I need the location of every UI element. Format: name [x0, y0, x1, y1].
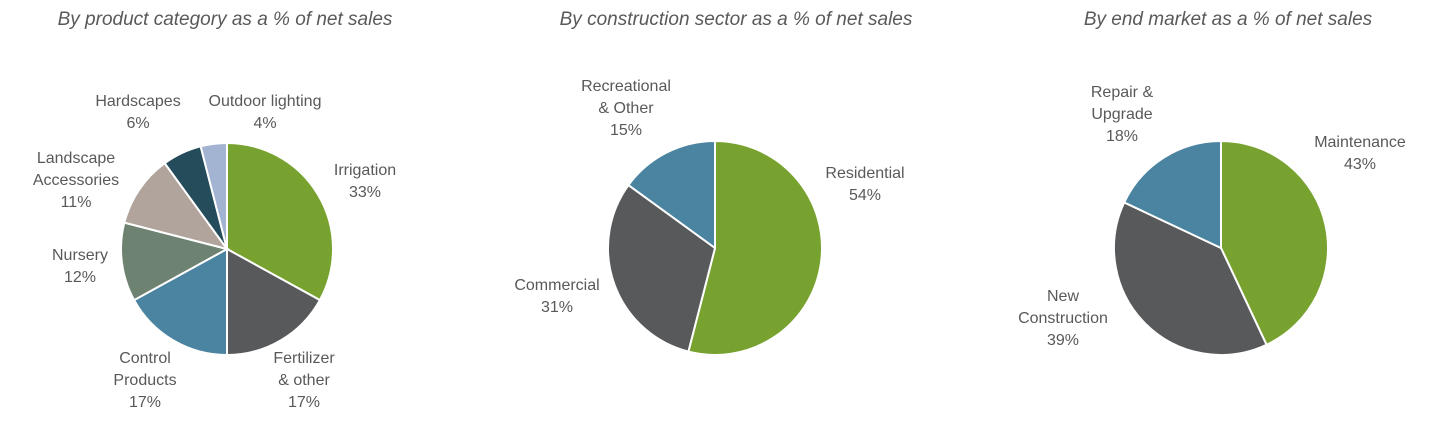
slice-label: Landscape Accessories 11%	[26, 148, 126, 214]
value-label: 54%	[848, 187, 882, 204]
category-label: Irrigation	[333, 162, 397, 179]
pie-slice	[627, 139, 716, 250]
value-label: 33%	[348, 184, 382, 201]
value-label: 39%	[1046, 332, 1080, 349]
pie-slice	[132, 247, 228, 357]
slice-label: Control Products 17%	[100, 348, 190, 414]
category-label: Recreational & Other	[581, 78, 671, 117]
slice-label: Maintenance 43%	[1300, 132, 1420, 176]
category-label: Nursery	[51, 247, 108, 264]
pie-slice	[607, 183, 717, 353]
chart-title: By end market as a % of net sales	[1083, 9, 1373, 30]
pie-slice	[226, 247, 322, 357]
category-label: Control Products	[113, 350, 177, 389]
pie-slice	[1113, 201, 1268, 356]
slice-label: Fertilizer & other 17%	[259, 348, 349, 414]
category-label: New Construction	[1018, 288, 1108, 327]
pie-slice	[199, 141, 228, 250]
slice-label: Irrigation 33%	[305, 160, 425, 204]
slice-label: Residential 54%	[805, 163, 925, 207]
slice-label: Nursery 12%	[35, 245, 125, 289]
category-label: Maintenance	[1314, 134, 1406, 151]
slice-label: Outdoor lighting 4%	[195, 91, 335, 135]
pie-slice	[123, 161, 230, 251]
value-label: 31%	[540, 299, 574, 316]
category-label: Commercial	[514, 277, 600, 294]
slice-label: Hardscapes 6%	[88, 91, 188, 135]
pie-slice	[687, 139, 823, 356]
value-label: 18%	[1105, 128, 1139, 145]
category-label: Landscape Accessories	[32, 150, 120, 189]
value-label: 17%	[287, 394, 321, 411]
category-label: Hardscapes	[95, 93, 181, 110]
pie-slice	[120, 221, 230, 302]
chart-title: By construction sector as a % of net sal…	[559, 9, 913, 30]
value-label: 11%	[60, 194, 92, 211]
pie-slice	[226, 141, 334, 302]
value-label: 15%	[609, 122, 643, 139]
pie-slice	[1220, 139, 1329, 347]
pie-slice	[1122, 139, 1222, 250]
category-label: Fertilizer & other	[273, 350, 335, 389]
category-label: Residential	[825, 165, 905, 182]
category-label: Repair & Upgrade	[1090, 84, 1154, 123]
value-label: 12%	[63, 269, 97, 286]
value-label: 43%	[1343, 156, 1377, 173]
slice-label: Recreational & Other 15%	[571, 76, 681, 142]
value-label: 6%	[126, 115, 150, 132]
value-label: 17%	[128, 394, 162, 411]
slice-label: Repair & Upgrade 18%	[1077, 82, 1167, 148]
slice-label: New Construction 39%	[1008, 286, 1118, 352]
category-label: Outdoor lighting	[208, 93, 322, 110]
chart-title: By product category as a % of net sales	[57, 9, 393, 30]
slice-label: Commercial 31%	[497, 275, 617, 319]
value-label: 4%	[253, 115, 277, 132]
